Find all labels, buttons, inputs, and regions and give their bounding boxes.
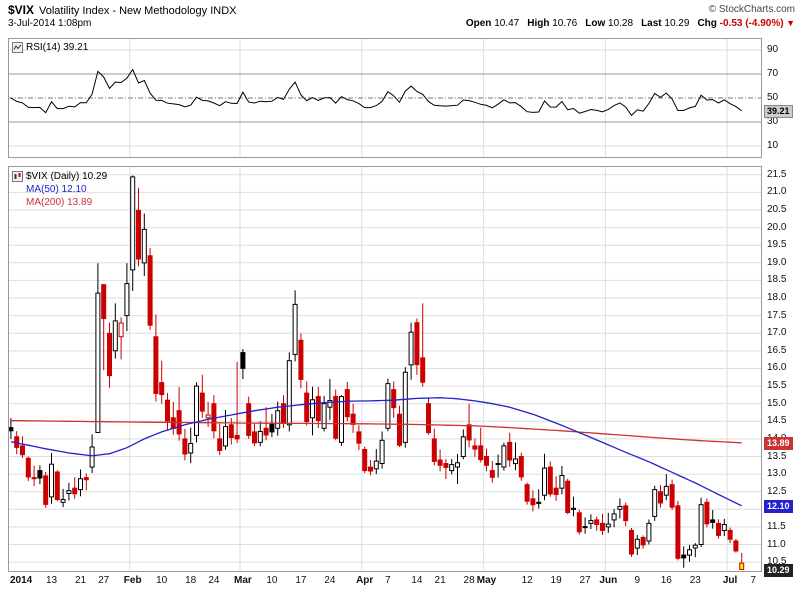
x-tick-19: 19	[550, 575, 562, 586]
x-tick-12: 12	[521, 575, 533, 586]
price-ytick-13.5: 13.5	[767, 450, 787, 462]
x-tick-14: 14	[411, 575, 423, 586]
price-ytick-21.0: 21.0	[767, 186, 787, 198]
x-tick-7: 7	[385, 575, 391, 586]
x-tick-Apr: Apr	[356, 575, 374, 586]
rsi-plot	[8, 38, 762, 158]
price-ytick-18.0: 18.0	[767, 292, 787, 304]
x-tick-10: 10	[156, 575, 168, 586]
rsi-label: RSI(14) 39.21	[12, 42, 88, 53]
x-tick-24: 24	[208, 575, 220, 586]
symbol: $VIX	[8, 3, 35, 17]
quote-strip: Open 10.47 High 10.76 Low 10.28 Last 10.29 C…	[458, 18, 795, 29]
x-tick-27: 27	[98, 575, 110, 586]
price-y-axis: 21.5 21.0 20.5 20.0 19.5 19.0 18.5 18.0 17.5 17.0…	[764, 166, 800, 577]
price-ytick-18.5: 18.5	[767, 274, 787, 286]
x-tick-24: 24	[324, 575, 336, 586]
legend-main-text: $VIX (Daily) 10.29	[26, 171, 108, 182]
x-tick-23: 23	[689, 575, 701, 586]
ma200-line	[10, 419, 742, 444]
price-ytick-13.0: 13.0	[767, 468, 787, 480]
price-ytick-15.0: 15.0	[767, 397, 787, 409]
rsi-value-box: 39.21	[764, 104, 793, 118]
rsi-label-text: RSI(14) 39.21	[26, 42, 89, 53]
x-tick-21: 21	[74, 575, 87, 586]
stockcharts-credit: © StockCharts.com	[708, 4, 795, 15]
price-ytick-16.5: 16.5	[767, 344, 787, 356]
price-panel	[8, 166, 762, 572]
x-tick-18: 18	[185, 575, 197, 586]
price-ytick-20.5: 20.5	[767, 204, 787, 215]
x-axis: 2014 13 21 27 Feb 10 18 24 Mar 10 17 24 Apr 7 14 21 28 Ma…	[8, 575, 796, 590]
x-tick-Mar: Mar	[233, 575, 252, 586]
rsi-line	[10, 68, 742, 117]
legend-ma200-text: MA(200) 13.89	[26, 197, 93, 208]
price-plot	[8, 166, 762, 572]
price-ytick-19.0: 19.0	[767, 256, 787, 268]
ma50-value-box: 12.10	[764, 499, 793, 513]
rsi-y-axis: 90 70 50 30 10 39.21	[764, 38, 800, 158]
rsi-ytick-90: 90	[767, 44, 779, 55]
x-tick-28: 28	[463, 575, 475, 586]
rsi-ytick-10: 10	[767, 140, 779, 151]
quote-high: High 10.76	[527, 18, 578, 29]
x-tick-17: 17	[295, 575, 307, 586]
price-ytick-14.5: 14.5	[767, 415, 787, 427]
x-tick-16: 16	[660, 575, 672, 586]
price-legend: $VIX (Daily) 10.29 MA(50) 12.10 MA(200) …	[12, 170, 107, 209]
chart-title: Volatility Index - New Methodology INDX	[39, 5, 237, 17]
candlesticks	[8, 175, 745, 571]
ma200-value-box: 13.89	[764, 436, 793, 450]
quote-low: Low 10.28	[585, 18, 634, 29]
chart-type-icon	[12, 171, 23, 182]
legend-ma200: MA(200) 13.89	[26, 196, 107, 209]
price-ytick-15.5: 15.5	[767, 380, 787, 392]
last-price-box: 10.29	[764, 563, 793, 577]
legend-ma50: MA(50) 12.10	[26, 183, 107, 196]
price-ytick-21.5: 21.5	[767, 168, 787, 180]
change-down-icon: ▼	[783, 18, 795, 28]
quote-open: Open 10.47	[465, 18, 520, 29]
x-tick-7: 7	[750, 575, 757, 586]
legend-ma50-text: MA(50) 12.10	[26, 184, 87, 195]
x-tick-May: May	[476, 575, 497, 586]
price-ytick-11.0: 11.0	[767, 538, 786, 550]
x-tick-Jul: Jul	[722, 575, 738, 586]
price-ytick-12.5: 12.5	[767, 485, 787, 497]
price-ytick-17.5: 17.5	[767, 309, 787, 321]
x-tick-13: 13	[45, 575, 58, 586]
legend-main: $VIX (Daily) 10.29	[12, 170, 107, 183]
x-tick-21: 21	[434, 575, 446, 586]
x-tick-27: 27	[579, 575, 591, 586]
price-ytick-16.0: 16.0	[767, 362, 787, 374]
x-tick-Jun: Jun	[599, 575, 618, 586]
rsi-ytick-30: 30	[767, 116, 779, 127]
rsi-ytick-70: 70	[767, 68, 779, 79]
x-tick-2014: 2014	[10, 575, 33, 586]
x-tick-Feb: Feb	[123, 575, 142, 586]
quote-chg: Chg -0.53 (-4.90%)	[697, 18, 784, 29]
chart-header: $VIX Volatility Index - New Methodology I…	[8, 3, 795, 18]
quote-row: 3-Jul-2014 1:08pm Open 10.47 High 10.76 Lo…	[8, 18, 795, 31]
rsi-panel	[8, 38, 762, 158]
price-ytick-10.5: 10.5	[767, 556, 787, 568]
indicator-icon	[12, 42, 23, 53]
x-tick-9: 9	[634, 575, 641, 586]
ma50-line	[10, 397, 742, 507]
rsi-ytick-50: 50	[767, 92, 779, 103]
price-ytick-11.5: 11.5	[767, 520, 786, 532]
price-ytick-19.5: 19.5	[767, 239, 787, 251]
chart-datetime: 3-Jul-2014 1:08pm	[8, 18, 92, 29]
price-ytick-17.0: 17.0	[767, 327, 787, 339]
x-tick-10: 10	[266, 575, 278, 586]
price-ytick-20.0: 20.0	[767, 221, 787, 233]
quote-last: Last 10.29	[641, 18, 690, 29]
